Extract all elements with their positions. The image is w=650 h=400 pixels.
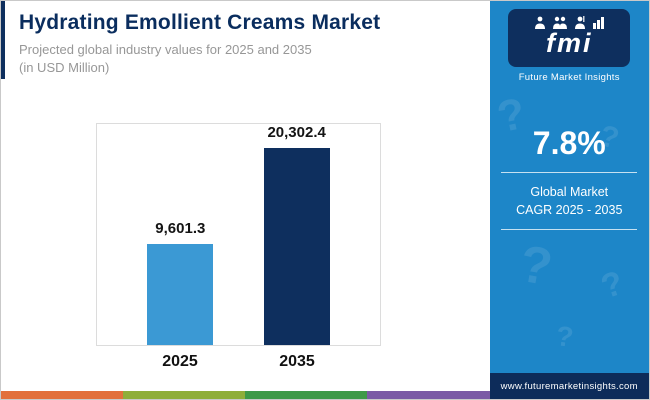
bars-container: 9,601.3 20,302.4: [97, 124, 380, 345]
value-label-2035: 20,302.4: [267, 124, 326, 141]
cagr-label: Global Market CAGR 2025 - 2035: [516, 183, 622, 219]
bar-2025: [147, 244, 214, 345]
sidebar: ? ? ? ? ? fmi Future Market Insights 7.8…: [489, 1, 649, 399]
person-icon: [534, 16, 545, 29]
logo-people-icons: [534, 16, 605, 29]
website-url: www.futuremarketinsights.com: [489, 373, 649, 399]
pattern-glyph: ?: [553, 319, 575, 354]
subtitle-line-2: (in USD Million): [19, 59, 110, 75]
fmi-logo: fmi: [508, 9, 631, 67]
chart-section: Hydrating Emollient Creams Market Projec…: [1, 1, 490, 399]
stripe-segment-3: [367, 391, 490, 399]
stripe-segment-2: [245, 391, 368, 399]
pattern-glyph: ?: [595, 263, 628, 307]
bar-2035: [263, 148, 330, 345]
page-subtitle: Projected global industry values for 202…: [19, 41, 312, 76]
people-icon: [552, 16, 567, 29]
footer-stripe: [1, 391, 490, 399]
pattern-glyph: ?: [492, 88, 530, 143]
pattern-glyph: ?: [514, 234, 557, 298]
divider: [501, 172, 638, 173]
chart-icon: [592, 17, 604, 29]
page-title: Hydrating Emollient Creams Market: [19, 11, 381, 34]
x-axis-label-2035: 2035: [279, 353, 315, 370]
stripe-segment-1: [123, 391, 246, 399]
value-label-2025: 9,601.3: [155, 220, 206, 237]
bar-group-2025: 9,601.3: [147, 124, 214, 345]
cagr-label-line-1: Global Market: [530, 185, 609, 199]
bar-chart-plot-area: 9,601.3 20,302.4: [96, 123, 381, 346]
x-axis-label-2025: 2025: [162, 353, 198, 370]
stripe-segment-0: [1, 391, 124, 399]
subtitle-line-1: Projected global industry values for 202…: [19, 42, 312, 57]
left-accent-bar: [1, 1, 5, 79]
logo-company-name: Future Market Insights: [518, 72, 620, 83]
x-axis-labels: 2025 2035: [96, 353, 381, 371]
divider: [501, 229, 638, 231]
person-flag-icon: [574, 16, 585, 29]
bar-group-2035: 20,302.4: [263, 124, 330, 345]
cagr-label-line-2: CAGR 2025 - 2035: [516, 203, 623, 218]
cagr-value: 7.8%: [532, 125, 606, 161]
logo-wordmark: fmi: [546, 28, 593, 58]
